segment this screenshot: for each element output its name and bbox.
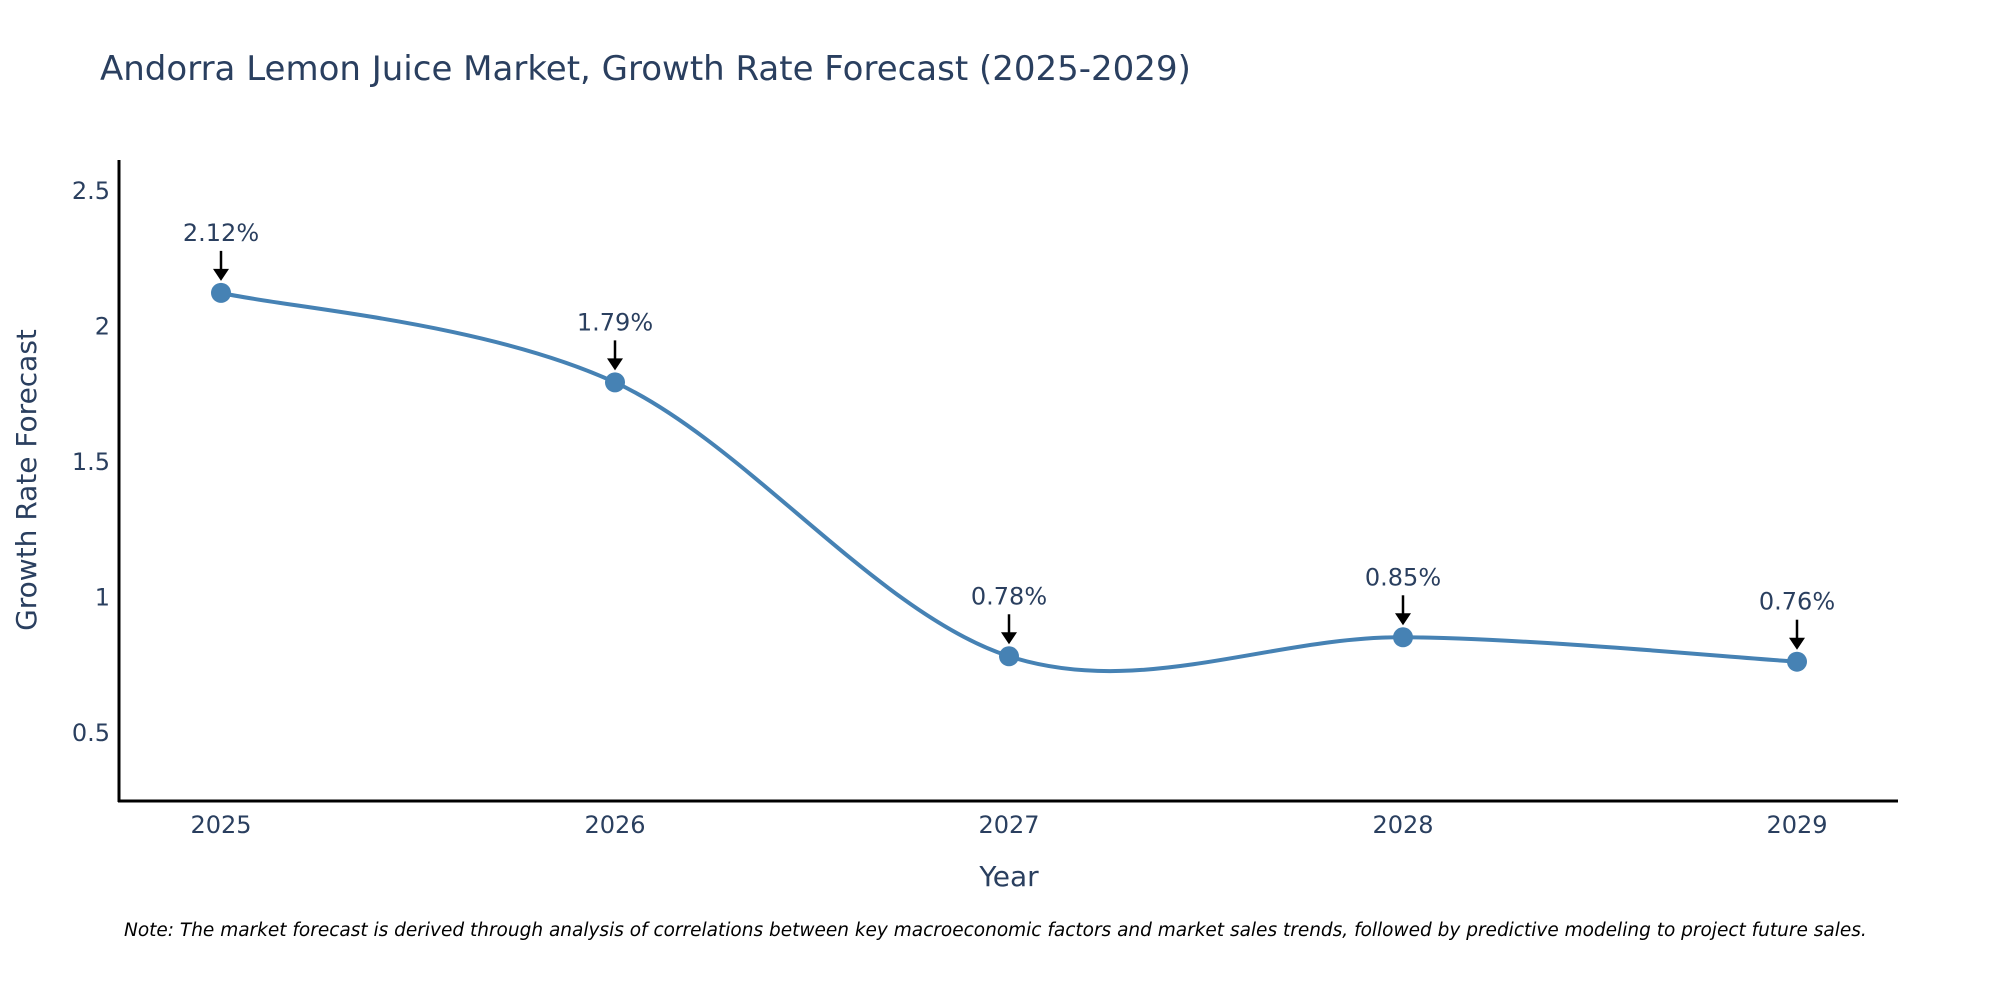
data-label-group-2027: 0.78% bbox=[971, 582, 1047, 645]
y-axis-title: Growth Rate Forecast bbox=[10, 329, 43, 631]
x-tick-label-2027: 2027 bbox=[978, 811, 1039, 839]
data-label-group-2028: 0.85% bbox=[1365, 563, 1441, 626]
data-label-group-2029: 0.76% bbox=[1759, 588, 1835, 650]
y-tick-label-2: 2 bbox=[95, 312, 110, 340]
x-tick-label-2026: 2026 bbox=[584, 811, 645, 839]
data-point-2028 bbox=[1393, 627, 1413, 648]
data-label-2029: 0.76% bbox=[1759, 588, 1835, 616]
y-tick-label-1.5: 1.5 bbox=[72, 448, 110, 476]
x-axis-ticks: 2025 2026 2027 2028 2029 bbox=[190, 811, 1827, 839]
data-label-2025: 2.12% bbox=[183, 219, 259, 247]
data-label-arrowhead-2028 bbox=[1395, 613, 1411, 626]
data-label-arrowhead-2025 bbox=[213, 268, 229, 281]
data-points bbox=[211, 282, 1807, 672]
data-point-2025 bbox=[211, 282, 231, 303]
data-label-2026: 1.79% bbox=[577, 308, 653, 336]
data-point-2026 bbox=[605, 372, 625, 393]
chart-title: Andorra Lemon Juice Market, Growth Rate … bbox=[100, 49, 1191, 89]
data-label-arrowhead-2027 bbox=[1001, 632, 1017, 645]
data-point-2029 bbox=[1787, 651, 1807, 672]
x-tick-label-2029: 2029 bbox=[1766, 811, 1827, 839]
x-axis-title: Year bbox=[978, 860, 1039, 893]
data-label-arrowhead-2029 bbox=[1789, 637, 1805, 650]
x-tick-label-2025: 2025 bbox=[190, 811, 251, 839]
data-label-arrowhead-2026 bbox=[607, 358, 623, 371]
data-label-2028: 0.85% bbox=[1365, 563, 1441, 591]
data-label-group-2026: 1.79% bbox=[577, 308, 653, 371]
footnote: Note: The market forecast is derived thr… bbox=[124, 920, 1867, 941]
y-tick-label-2.5: 2.5 bbox=[72, 177, 110, 205]
data-point-2027 bbox=[999, 646, 1019, 667]
y-tick-label-0.5: 0.5 bbox=[72, 719, 110, 747]
data-label-2027: 0.78% bbox=[971, 582, 1047, 610]
x-tick-label-2028: 2028 bbox=[1372, 811, 1433, 839]
data-label-group-2025: 2.12% bbox=[183, 219, 259, 281]
y-tick-label-1: 1 bbox=[95, 584, 110, 612]
plot-area: 2.12% 1.79% 0.78% 0.85% 0.76% bbox=[183, 219, 1835, 674]
y-axis-ticks: 0.5 1 1.5 2 2.5 bbox=[72, 177, 110, 747]
data-labels: 2.12% 1.79% 0.78% 0.85% 0.76% bbox=[183, 219, 1835, 650]
